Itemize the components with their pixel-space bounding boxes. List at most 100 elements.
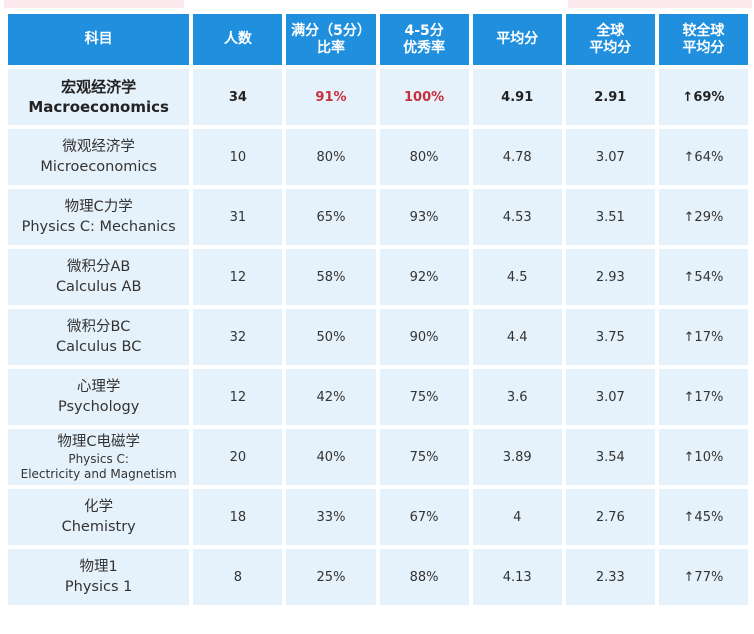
subject-en-line2: Electricity and Magnetism xyxy=(20,466,177,481)
vs-global-cell: ↑64% xyxy=(658,129,748,185)
header-count: 人数 xyxy=(193,14,283,65)
excellent-rate-cell: 75% xyxy=(379,369,469,425)
top-strip-segment xyxy=(4,0,184,8)
table-header-row: 科目 人数 满分（5分） 比率 4-5分 优秀率 平均分 全球 平均分 较全球 平均分 xyxy=(8,14,748,65)
count-cell: 18 xyxy=(193,489,283,545)
subject-cn: 物理C力学 xyxy=(64,199,133,215)
subject-cn: 微积分AB xyxy=(66,259,131,275)
subject-en: Calculus BC xyxy=(55,339,142,355)
excellent-rate-cell: 90% xyxy=(379,309,469,365)
perfect-rate-cell: 50% xyxy=(286,309,376,365)
subject-en: Physics C: Mechanics xyxy=(21,219,176,235)
excellent-rate-cell: 93% xyxy=(379,189,469,245)
global-average-cell: 2.93 xyxy=(565,249,655,305)
perfect-rate-cell: 65% xyxy=(286,189,376,245)
perfect-rate-cell: 58% xyxy=(286,249,376,305)
header-perfect-rate: 满分（5分） 比率 xyxy=(286,14,376,65)
subject-cn: 心理学 xyxy=(76,379,121,395)
average-cell: 4.53 xyxy=(472,189,562,245)
vs-global-cell: ↑69% xyxy=(658,69,748,125)
header-label-line2: 平均分 xyxy=(682,39,725,56)
average-cell: 3.6 xyxy=(472,369,562,425)
global-average-cell: 2.76 xyxy=(565,489,655,545)
excellent-rate-cell: 92% xyxy=(379,249,469,305)
vs-global-cell: ↑29% xyxy=(658,189,748,245)
excellent-rate-cell: 67% xyxy=(379,489,469,545)
excellent-rate-cell: 100% xyxy=(379,69,469,125)
perfect-rate-cell: 80% xyxy=(286,129,376,185)
count-cell: 12 xyxy=(193,249,283,305)
subject-cell: 化学 Chemistry xyxy=(8,489,190,545)
perfect-rate-cell: 33% xyxy=(286,489,376,545)
subject-cell: 物理C电磁学 Physics C: Electricity and Magnetis… xyxy=(8,429,190,485)
ap-results-table: 科目 人数 满分（5分） 比率 4-5分 优秀率 平均分 全球 平均分 较全球 平均分 … xyxy=(4,10,752,609)
header-label: 科目 xyxy=(84,31,113,47)
count-cell: 32 xyxy=(193,309,283,365)
header-global-average: 全球 平均分 xyxy=(565,14,655,65)
average-cell: 4.91 xyxy=(472,69,562,125)
subject-en: Microeconomics xyxy=(40,159,157,175)
header-excellent-rate: 4-5分 优秀率 xyxy=(379,14,469,65)
header-label-line2: 比率 xyxy=(316,39,345,56)
top-decorative-strip xyxy=(0,0,754,10)
header-average: 平均分 xyxy=(472,14,562,65)
header-vs-global: 较全球 平均分 xyxy=(658,14,748,65)
subject-cell: 物理1 Physics 1 xyxy=(8,549,190,605)
average-cell: 3.89 xyxy=(472,429,562,485)
vs-global-cell: ↑17% xyxy=(658,309,748,365)
header-label: 平均分 xyxy=(496,31,539,47)
global-average-cell: 3.07 xyxy=(565,369,655,425)
subject-en: Calculus AB xyxy=(55,279,142,295)
subject-cn: 化学 xyxy=(84,499,114,515)
vs-global-cell: ↑10% xyxy=(658,429,748,485)
table-row: 微观经济学 Microeconomics 10 80% 80% 4.78 3.07… xyxy=(8,129,748,185)
table-row: 化学 Chemistry 18 33% 67% 4 2.76 ↑45% xyxy=(8,489,748,545)
subject-cell: 微积分AB Calculus AB xyxy=(8,249,190,305)
subject-cn: 物理C电磁学 xyxy=(57,433,140,450)
vs-global-cell: ↑77% xyxy=(658,549,748,605)
vs-global-cell: ↑17% xyxy=(658,369,748,425)
subject-en: Chemistry xyxy=(61,519,136,535)
table-row: 物理C力学 Physics C: Mechanics 31 65% 93% 4.5… xyxy=(8,189,748,245)
subject-cn: 微积分BC xyxy=(67,319,131,335)
count-cell: 20 xyxy=(193,429,283,485)
global-average-cell: 3.75 xyxy=(565,309,655,365)
header-label: 全球 xyxy=(596,22,625,39)
global-average-cell: 3.51 xyxy=(565,189,655,245)
subject-cell: 微积分BC Calculus BC xyxy=(8,309,190,365)
subject-cell: 心理学 Psychology xyxy=(8,369,190,425)
header-label-line2: 平均分 xyxy=(589,39,632,56)
subject-cn: 宏观经济学 xyxy=(61,78,137,96)
average-cell: 4.13 xyxy=(472,549,562,605)
subject-cn: 微观经济学 xyxy=(62,139,135,155)
perfect-rate-cell: 25% xyxy=(286,549,376,605)
average-cell: 4.4 xyxy=(472,309,562,365)
global-average-cell: 3.07 xyxy=(565,129,655,185)
subject-cell: 微观经济学 Microeconomics xyxy=(8,129,190,185)
subject-en: Psychology xyxy=(57,399,140,415)
table-row: 微积分AB Calculus AB 12 58% 92% 4.5 2.93 ↑54… xyxy=(8,249,748,305)
average-cell: 4.5 xyxy=(472,249,562,305)
average-cell: 4 xyxy=(472,489,562,545)
header-label-line2: 优秀率 xyxy=(403,39,446,56)
global-average-cell: 3.54 xyxy=(565,429,655,485)
average-cell: 4.78 xyxy=(472,129,562,185)
count-cell: 34 xyxy=(193,69,283,125)
global-average-cell: 2.91 xyxy=(565,69,655,125)
count-cell: 31 xyxy=(193,189,283,245)
perfect-rate-cell: 40% xyxy=(286,429,376,485)
vs-global-cell: ↑45% xyxy=(658,489,748,545)
header-label: 人数 xyxy=(223,31,252,47)
excellent-rate-cell: 75% xyxy=(379,429,469,485)
count-cell: 10 xyxy=(193,129,283,185)
vs-global-cell: ↑54% xyxy=(658,249,748,305)
subject-cn: 物理1 xyxy=(79,559,118,575)
perfect-rate-cell: 42% xyxy=(286,369,376,425)
header-subject: 科目 xyxy=(8,14,190,65)
excellent-rate-cell: 80% xyxy=(379,129,469,185)
count-cell: 8 xyxy=(193,549,283,605)
header-label: 4-5分 xyxy=(404,22,444,39)
table-row: 物理1 Physics 1 8 25% 88% 4.13 2.33 ↑77% xyxy=(8,549,748,605)
top-strip-segment xyxy=(568,0,752,8)
